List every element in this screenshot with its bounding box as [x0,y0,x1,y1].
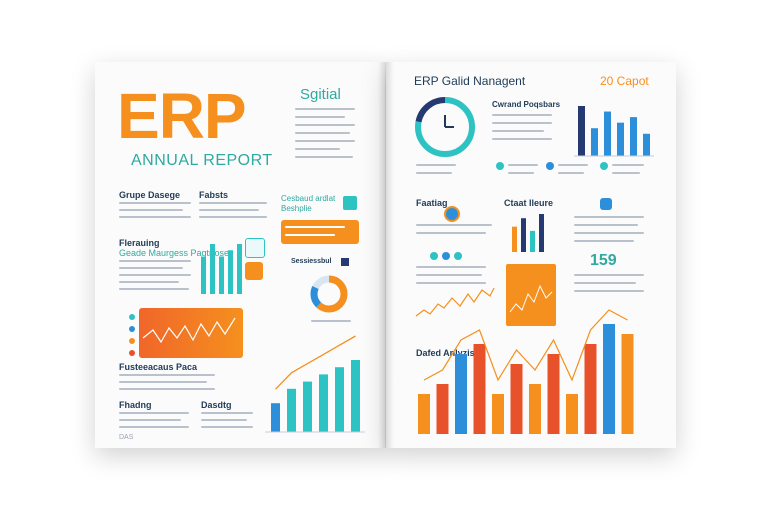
block-1-heading: Faatiag [416,198,448,208]
stat-icon-3 [600,162,608,170]
right-page: ERP Galid Nanagent 20 Capot Cwrand Poqsb… [386,62,676,448]
book-spine [378,62,394,448]
bottom-trend-line [423,309,628,382]
trend-line [142,317,236,344]
bottom-bar [436,384,449,434]
large-bar [351,360,360,432]
bottom-bar-chart [418,309,634,434]
large-bar [271,403,280,432]
section-3-subheading: Geade Maurgess Pagtrfose [119,248,230,258]
section-6-heading: Dasdtg [201,400,232,410]
bottom-bar [473,344,486,434]
small-bar [201,256,206,294]
callout-heading: Cesbaud ardlat Beshplie [281,194,336,213]
block-2-heading: Ctaat Ileure [504,198,554,208]
bottom-bar [492,394,504,434]
bottom-bar [584,344,597,434]
chart-icon-2 [245,262,263,280]
section-2-heading: Fabsts [199,190,229,200]
gauge-chart [415,97,475,157]
bottom-bar [566,394,578,434]
small-bar [237,244,242,294]
mini-bar [521,218,526,252]
big-number: 159 [590,252,617,269]
bottom-bar [418,394,430,434]
bottom-bar [621,334,634,434]
mini-bar [530,230,535,252]
callout-icon [343,196,357,210]
top-bar [630,117,637,156]
small-bar [228,250,233,294]
top-bar-chart [574,106,654,157]
donut-chart [310,275,348,313]
large-bar [287,388,296,432]
block-2-icon [600,198,612,210]
right-top-label: 20 Capot [600,74,649,88]
large-trend-line [275,335,356,390]
stat-icon-1 [496,162,504,170]
small-bar-chart [201,244,242,294]
bottom-bar [455,354,467,434]
donut-arc-2 [310,275,348,313]
section-1-heading: Grupe Dasege [119,190,181,200]
bottom-bar [603,324,615,434]
top-bar [578,106,585,156]
top-bar [617,122,624,156]
large-bar-chart [265,335,365,433]
section-3-heading: Flerauing [119,238,160,248]
callout-box [281,220,359,244]
section-4-heading: Fusteeacaus Paca [119,362,198,372]
top-bar [604,111,611,156]
trend-banner [139,308,243,358]
bottom-bar [510,364,523,434]
donut-arc [310,275,348,313]
top-bar [643,133,650,156]
top-bar [591,128,598,156]
report-title: ERP [117,80,247,152]
report-subtitle: ANNUAL REPORT [131,152,273,169]
small-bar [210,244,215,294]
stat-icon-2 [546,162,554,170]
right-title: ERP Galid Nanagent [414,74,526,88]
block-1-icon [444,206,460,222]
gauge-arc-2 [415,97,475,157]
page-footer: DAS [119,434,134,441]
bottom-bar [547,354,560,434]
area-chart-box [506,264,556,326]
section-5-heading: Fhadng [119,400,152,410]
large-bar [335,367,344,432]
large-bar [319,374,328,432]
block-1-line [415,287,495,317]
mini-bar [539,214,544,252]
small-bar [219,256,224,294]
header-sub: Cwrand Poqsbars [492,100,561,109]
mini-label: Sessiessbul [291,258,332,265]
mini-bar [512,226,517,252]
chart-icon-1 [245,238,265,258]
bottom-bar [529,384,541,434]
mini-bar-chart [512,214,544,252]
left-page: ERP ANNUAL REPORT Sgitial Grupe Dasege F… [95,62,385,448]
sgitial-heading: Sgitial [300,86,341,103]
bottom-heading: Dafed Anlyzis [416,348,475,358]
large-bar [303,381,312,432]
